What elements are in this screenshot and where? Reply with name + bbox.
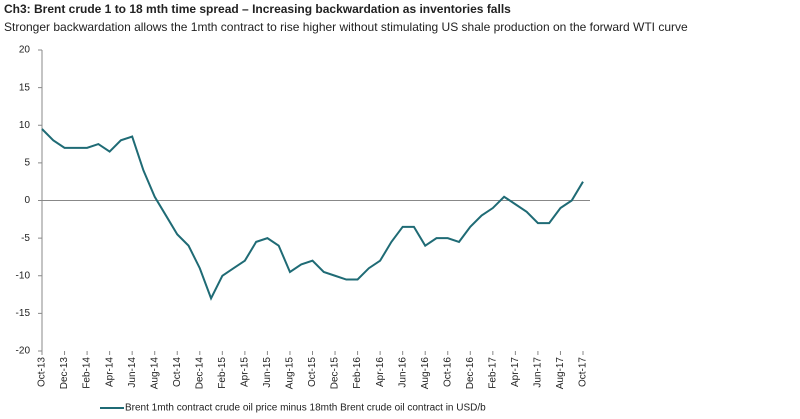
- chart-title: Ch3: Brent crude 1 to 18 mth time spread…: [4, 2, 511, 16]
- x-tick-label: Apr-16: [375, 357, 386, 387]
- x-tick-label: Dec-13: [59, 357, 70, 390]
- x-tick-label: Aug-16: [420, 357, 431, 390]
- x-tick-label: Apr-15: [240, 357, 251, 387]
- x-tick-label: Dec-15: [330, 357, 341, 390]
- y-tick-label: -20: [16, 346, 31, 357]
- data-line: [41, 128, 584, 301]
- y-tick-label: 0: [24, 195, 30, 206]
- x-tick-label: Jun-17: [533, 357, 544, 388]
- x-tick-label: Aug-17: [555, 357, 566, 390]
- x-tick-label: Oct-16: [442, 357, 453, 387]
- x-tick-label: Oct-17: [578, 357, 589, 387]
- x-tick-label: Feb-15: [217, 357, 228, 389]
- x-tick-label: Oct-13: [37, 357, 48, 387]
- x-tick-label: Jun-14: [127, 357, 138, 388]
- x-tick-label: Apr-17: [510, 357, 521, 387]
- x-tick-label: Aug-15: [285, 357, 296, 390]
- x-tick-label: Feb-16: [352, 357, 363, 389]
- y-tick-label: 15: [19, 82, 31, 93]
- x-tick-label: Oct-14: [172, 357, 183, 387]
- x-tick-label: Feb-17: [487, 357, 498, 389]
- y-tick-label: 5: [24, 158, 30, 169]
- chart-subtitle: Stronger backwardation allows the 1mth c…: [4, 20, 688, 34]
- y-tick-label: -10: [16, 270, 31, 281]
- y-tick-label: 20: [19, 45, 31, 56]
- x-tick-label: Dec-14: [194, 357, 205, 390]
- x-tick-label: Aug-14: [149, 357, 160, 390]
- y-tick-label: -15: [16, 308, 31, 319]
- y-tick-label: 10: [19, 120, 31, 131]
- y-tick-label: -5: [21, 233, 30, 244]
- x-tick-label: Jun-15: [262, 357, 273, 388]
- x-tick-label: Oct-15: [307, 357, 318, 387]
- x-tick-label: Jun-16: [397, 357, 408, 388]
- x-tick-label: Dec-16: [465, 357, 476, 390]
- x-tick-label: Apr-14: [104, 357, 115, 387]
- x-tick-label: Feb-14: [82, 357, 93, 389]
- legend-label: Brent 1mth contract crude oil price minu…: [125, 403, 486, 414]
